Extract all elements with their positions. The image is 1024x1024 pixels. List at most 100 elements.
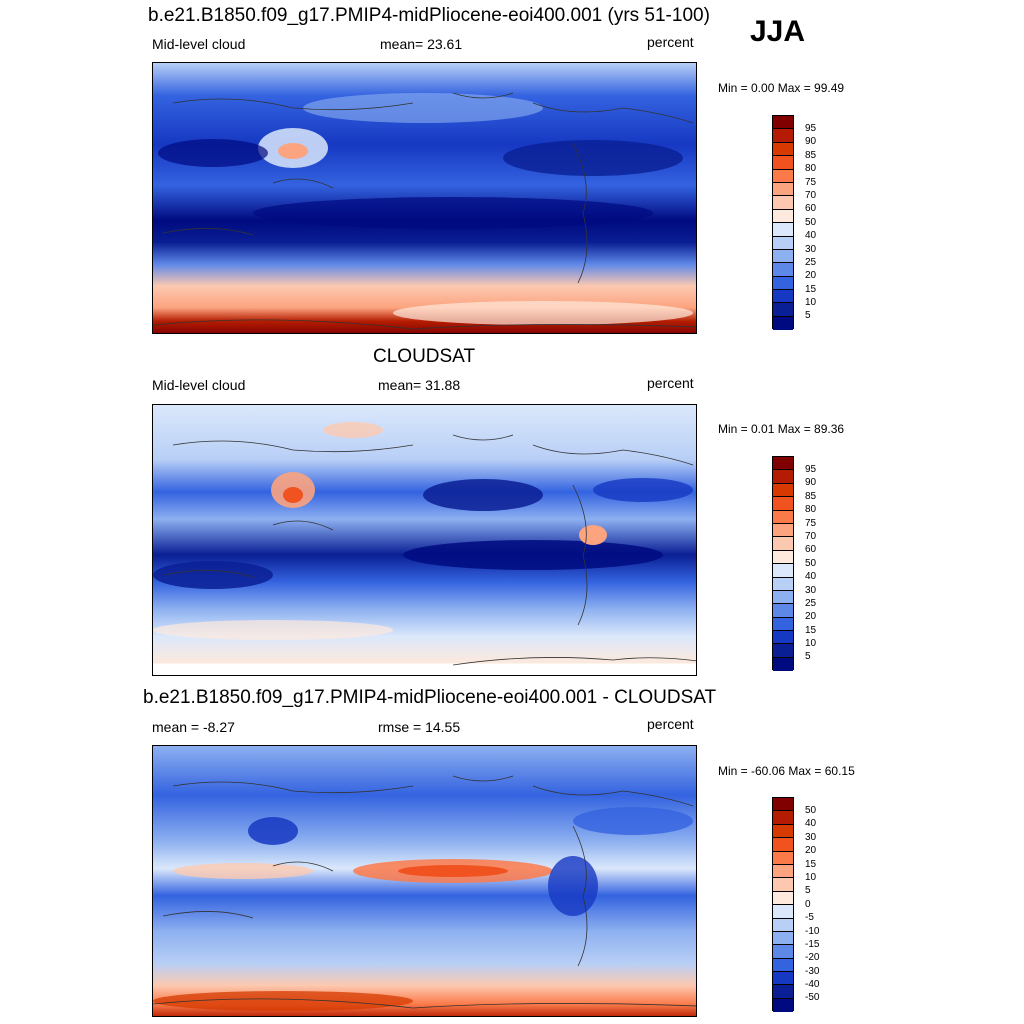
- panel-2-colorbar: [772, 456, 794, 672]
- colorbar-tick-label: 85: [805, 491, 817, 502]
- colorbar-segment: [773, 864, 793, 879]
- colorbar-tick-label: 25: [805, 257, 817, 268]
- panel-2-title: CLOUDSAT: [373, 346, 476, 367]
- colorbar-segment: [773, 878, 793, 892]
- colorbar-tick-label: 80: [805, 163, 817, 174]
- colorbar-tick-label: 75: [805, 518, 817, 529]
- colorbar-segment: [773, 169, 793, 183]
- colorbar-segment: [773, 945, 793, 959]
- colorbar-segment: [773, 276, 793, 291]
- colorbar-tick-label: 90: [805, 477, 817, 488]
- colorbar-tick-label: 20: [805, 611, 817, 622]
- colorbar-segment: [773, 537, 793, 551]
- colorbar-segment: [773, 657, 793, 672]
- colorbar-tick-label: 85: [805, 150, 817, 161]
- colorbar-tick-label: -50: [805, 992, 820, 1003]
- colorbar-tick-label: 20: [805, 270, 817, 281]
- colorbar-segment: [773, 824, 793, 839]
- colorbar-tick-label: 60: [805, 544, 817, 555]
- panel-1-units-label: percent: [647, 34, 694, 50]
- colorbar-tick-label: 30: [805, 585, 817, 596]
- colorbar-segment: [773, 483, 793, 498]
- colorbar-segment: [773, 510, 793, 524]
- colorbar-segment: [773, 838, 793, 852]
- colorbar-tick-label: -5: [805, 912, 814, 923]
- colorbar-segment: [773, 905, 793, 919]
- colorbar-segment: [773, 590, 793, 605]
- colorbar-tick-label: 30: [805, 244, 817, 255]
- colorbar-tick-label: -20: [805, 952, 820, 963]
- panel-2-minmax: Min = 0.01 Max = 89.36: [718, 422, 845, 436]
- colorbar-segment: [773, 564, 793, 578]
- colorbar-tick-label: 50: [805, 217, 817, 228]
- colorbar-tick-label: 40: [805, 818, 817, 829]
- colorbar-tick-label: 95: [805, 464, 817, 475]
- colorbar-tick-label: 40: [805, 571, 817, 582]
- colorbar-segment: [773, 457, 793, 471]
- colorbar-tick-label: 40: [805, 230, 817, 241]
- panel-1-colorbar: [772, 115, 794, 331]
- colorbar-tick-label: 20: [805, 845, 817, 856]
- colorbar-tick-label: 5: [805, 885, 811, 896]
- colorbar-tick-label: 15: [805, 284, 817, 295]
- colorbar-tick-label: 10: [805, 638, 817, 649]
- colorbar-tick-label: 50: [805, 558, 817, 569]
- season-label: JJA: [750, 15, 806, 48]
- colorbar-tick-label: -15: [805, 939, 820, 950]
- colorbar-segment: [773, 316, 793, 331]
- colorbar-tick-label: 15: [805, 625, 817, 636]
- panel-3-map: [152, 745, 697, 1017]
- colorbar-segment: [773, 290, 793, 304]
- colorbar-tick-label: 80: [805, 504, 817, 515]
- panel-2-map: [152, 404, 697, 676]
- colorbar-segment: [773, 851, 793, 865]
- panel-2-variable-label: Mid-level cloud: [152, 377, 246, 393]
- colorbar-segment: [773, 303, 793, 317]
- colorbar-tick-label: 50: [805, 805, 817, 816]
- colorbar-segment: [773, 196, 793, 210]
- colorbar-segment: [773, 116, 793, 130]
- colorbar-tick-label: 15: [805, 859, 817, 870]
- colorbar-tick-label: 10: [805, 297, 817, 308]
- colorbar-tick-label: 5: [805, 310, 811, 321]
- panel-2-units-label: percent: [647, 375, 694, 391]
- panel-1-mean-label: mean= 23.61: [380, 36, 463, 52]
- colorbar-tick-label: 10: [805, 872, 817, 883]
- colorbar-segment: [773, 918, 793, 932]
- colorbar-segment: [773, 550, 793, 565]
- colorbar-segment: [773, 604, 793, 618]
- colorbar-tick-label: -10: [805, 926, 820, 937]
- colorbar-segment: [773, 142, 793, 157]
- colorbar-segment: [773, 891, 793, 906]
- colorbar-tick-label: 90: [805, 136, 817, 147]
- colorbar-segment: [773, 236, 793, 250]
- colorbar-tick-label: 0: [805, 899, 811, 910]
- colorbar-segment: [773, 617, 793, 632]
- colorbar-segment: [773, 931, 793, 946]
- panel-1-minmax: Min = 0.00 Max = 99.49: [718, 81, 845, 95]
- panel-3-title: b.e21.B1850.f09_g17.PMIP4-midPliocene-eo…: [143, 687, 717, 708]
- colorbar-segment: [773, 129, 793, 143]
- colorbar-tick-label: -40: [805, 979, 820, 990]
- colorbar-tick-label: -30: [805, 966, 820, 977]
- panel-3-colorbar: [772, 797, 794, 1013]
- panel-1-map: [152, 62, 697, 334]
- panel-1-variable-label: Mid-level cloud: [152, 36, 246, 52]
- colorbar-tick-label: 60: [805, 203, 817, 214]
- colorbar-segment: [773, 985, 793, 999]
- panel-3-units-label: percent: [647, 716, 694, 732]
- colorbar-tick-label: 75: [805, 177, 817, 188]
- panel-3-rmse-label: rmse = 14.55: [378, 719, 461, 735]
- colorbar-tick-label: 30: [805, 832, 817, 843]
- colorbar-segment: [773, 958, 793, 973]
- colorbar-segment: [773, 798, 793, 812]
- colorbar-segment: [773, 263, 793, 277]
- colorbar-tick-label: 70: [805, 531, 817, 542]
- panel-3-minmax: Min = -60.06 Max = 60.15: [718, 764, 855, 778]
- colorbar-tick-label: 25: [805, 598, 817, 609]
- colorbar-segment: [773, 209, 793, 224]
- colorbar-segment: [773, 972, 793, 986]
- colorbar-segment: [773, 577, 793, 591]
- colorbar-segment: [773, 644, 793, 658]
- colorbar-segment: [773, 811, 793, 825]
